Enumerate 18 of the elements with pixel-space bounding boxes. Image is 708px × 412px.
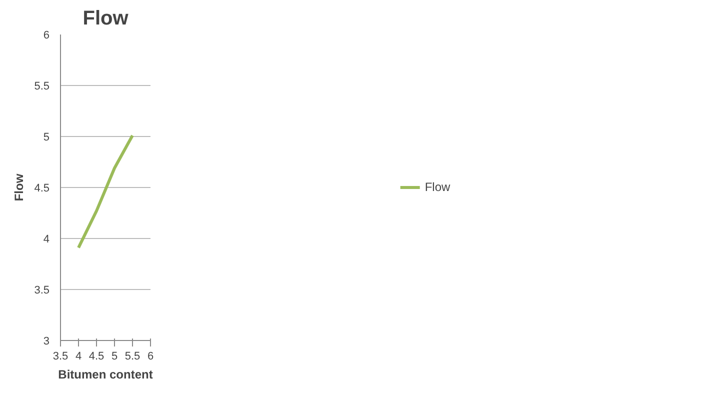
x-tick-label: 6 bbox=[147, 350, 154, 362]
y-tick-label: 4 bbox=[43, 234, 50, 246]
line-series bbox=[77, 134, 134, 250]
y-tick-label: 6 bbox=[43, 30, 50, 42]
x-tick-label: 3.5 bbox=[52, 350, 68, 362]
y-tick-label: 4.5 bbox=[34, 182, 50, 194]
legend-label: Flow bbox=[424, 180, 450, 194]
y-tick-label: 3 bbox=[43, 336, 50, 348]
y-tick-label: 3.5 bbox=[34, 284, 50, 296]
y-tick-label: 5.5 bbox=[34, 80, 50, 92]
x-tick-label: 4 bbox=[75, 350, 82, 362]
x-tick-label: 5 bbox=[111, 350, 118, 362]
x-axis-title: Bitumen content bbox=[58, 368, 153, 382]
chart-title: Flow bbox=[82, 8, 129, 30]
x-tick-label: 5.5 bbox=[124, 350, 140, 362]
x-tick-label: 4.5 bbox=[88, 350, 104, 362]
y-tick-label: 5 bbox=[43, 132, 50, 144]
y-axis-title: Flow bbox=[12, 173, 26, 202]
